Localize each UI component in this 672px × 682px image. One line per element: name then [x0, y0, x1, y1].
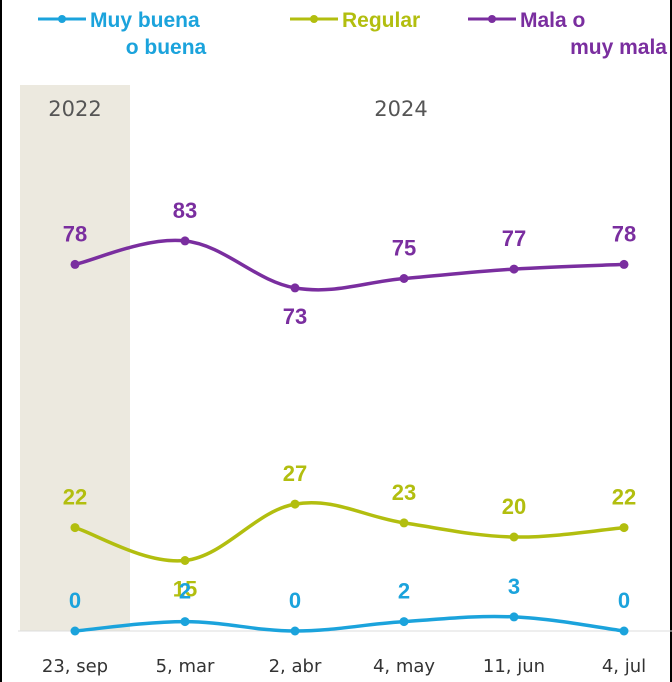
- data-label: 73: [283, 304, 307, 329]
- shaded-band-2022: [20, 85, 130, 631]
- data-point: [619, 626, 629, 636]
- legend-item-bad: Mala o muy mala: [468, 9, 667, 59]
- legend-item-good: Muy buena o buena: [38, 9, 207, 59]
- data-label: 78: [63, 221, 87, 246]
- data-label: 22: [612, 485, 636, 510]
- legend-item-regular: Regular: [290, 9, 420, 32]
- series-bad: 78 83 73 75 77 78: [63, 198, 636, 329]
- data-label: 20: [502, 494, 526, 519]
- data-label: 3: [508, 574, 520, 599]
- data-point: [70, 523, 80, 533]
- data-label: 15: [173, 577, 197, 602]
- legend-marker: [310, 15, 318, 23]
- data-point: [619, 259, 629, 269]
- data-label: 0: [69, 588, 81, 613]
- data-point: [180, 617, 190, 627]
- legend: Muy buena o buena Regular Mala o muy mala: [38, 9, 667, 59]
- x-tick-label: 4, may: [373, 656, 435, 677]
- period-bands: 2022 2024: [20, 85, 428, 631]
- legend-label: muy mala: [570, 36, 667, 59]
- series-line: [73, 501, 626, 563]
- data-point: [399, 617, 409, 627]
- data-label: 27: [283, 461, 307, 486]
- period-label: 2022: [48, 97, 101, 121]
- data-point: [180, 556, 190, 565]
- data-point: [290, 499, 300, 509]
- data-point: [399, 274, 409, 283]
- legend-label: Muy buena: [90, 9, 200, 32]
- series-good: 0 2 0 2 3 0: [69, 574, 630, 636]
- data-label: 23: [392, 480, 416, 505]
- data-point: [180, 236, 190, 246]
- data-label: 22: [63, 485, 87, 510]
- series-line: [73, 614, 626, 633]
- data-label: 78: [612, 221, 636, 246]
- x-tick-label: 11, jun: [483, 656, 545, 677]
- period-label: 2024: [374, 97, 427, 121]
- x-tick-label: 5, mar: [156, 656, 215, 677]
- data-label: 2: [179, 579, 191, 604]
- series-line: [73, 238, 626, 292]
- data-label: 77: [502, 226, 526, 251]
- x-tick-label: 2, abr: [269, 656, 322, 677]
- data-label: 83: [173, 198, 197, 223]
- legend-marker: [488, 15, 496, 23]
- data-point: [509, 264, 519, 274]
- data-point: [509, 612, 519, 622]
- data-point: [70, 259, 80, 269]
- data-point: [290, 283, 300, 293]
- legend-marker: [58, 15, 66, 23]
- data-label: 0: [618, 588, 630, 613]
- data-point: [509, 532, 519, 542]
- data-point: [619, 523, 629, 533]
- data-label: 0: [289, 588, 301, 613]
- x-axis: 23, sep 5, mar 2, abr 4, may 11, jun 4, jul: [42, 656, 646, 677]
- data-point: [290, 626, 300, 636]
- legend-label: Regular: [342, 9, 420, 32]
- x-tick-label: 23, sep: [42, 656, 108, 677]
- data-point: [70, 626, 80, 636]
- legend-label: Mala o: [520, 9, 585, 32]
- data-point: [399, 518, 409, 528]
- legend-label: o buena: [126, 36, 207, 59]
- x-tick-label: 4, jul: [602, 656, 646, 677]
- data-label: 2: [398, 579, 410, 604]
- data-label: 75: [392, 236, 416, 261]
